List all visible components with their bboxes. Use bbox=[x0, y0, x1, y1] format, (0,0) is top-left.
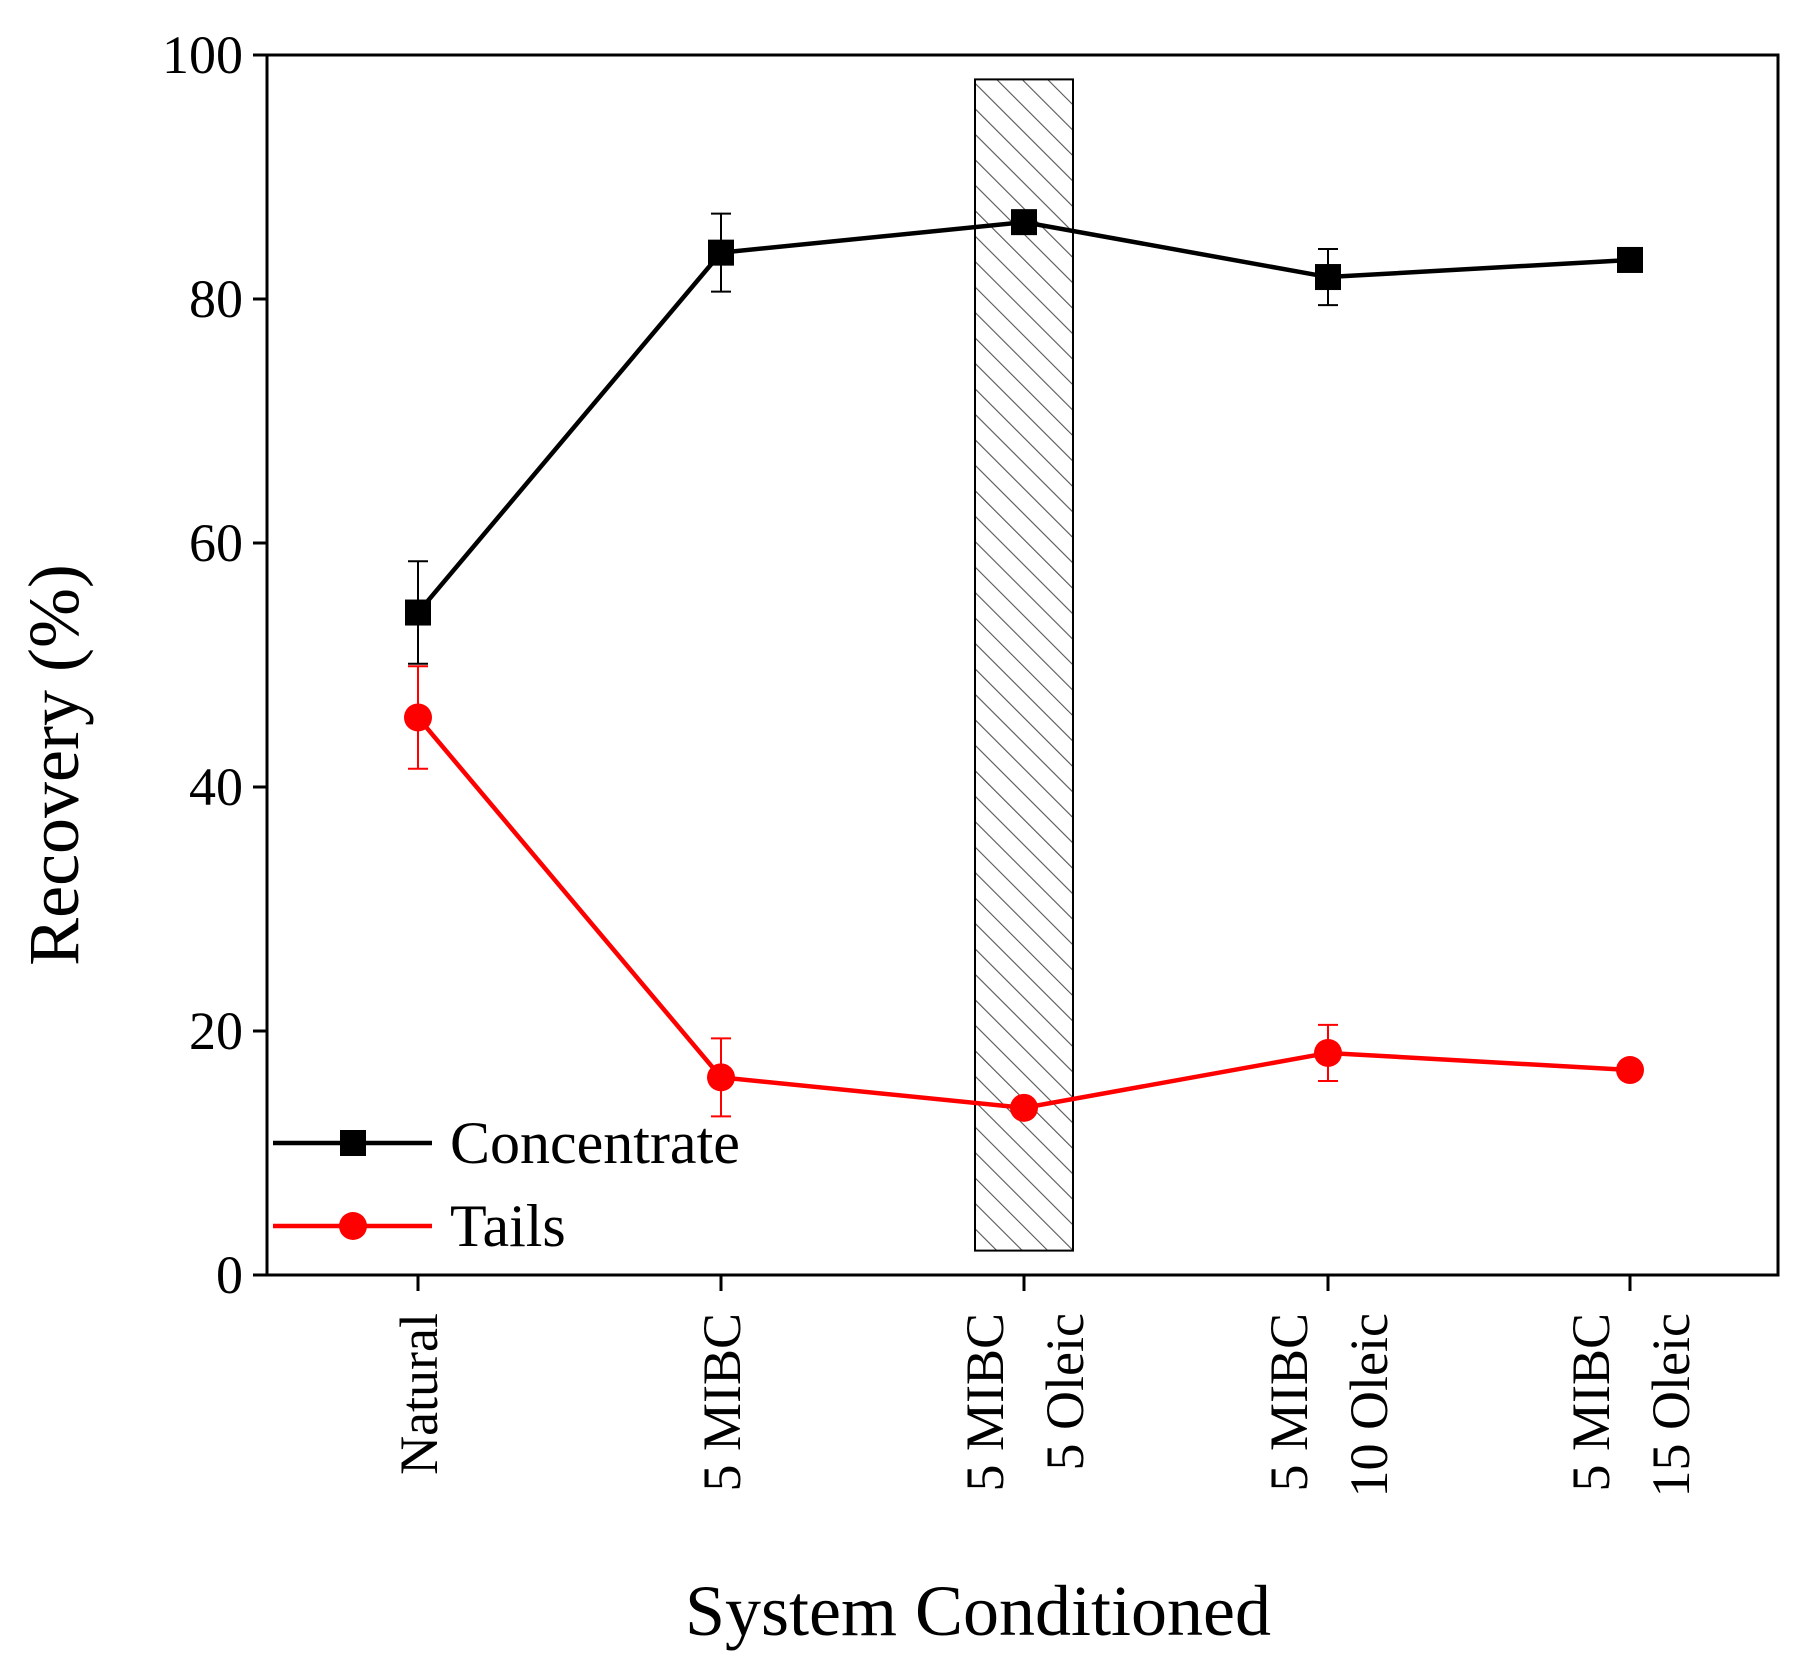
x-category-label: 5 MIBC bbox=[692, 1313, 752, 1492]
legend-marker-square bbox=[340, 1130, 366, 1156]
highlight-box bbox=[974, 78, 1074, 1252]
data-point-square bbox=[1011, 209, 1037, 236]
x-category-label: 10 Oleic bbox=[1339, 1313, 1399, 1497]
series-layer bbox=[404, 209, 1644, 1122]
data-point-circle bbox=[1010, 1093, 1038, 1122]
data-point-circle bbox=[707, 1063, 735, 1092]
data-point-circle bbox=[1314, 1038, 1342, 1067]
legend-label-concentrate: Concentrate bbox=[450, 1110, 740, 1176]
y-tick-label: 40 bbox=[189, 757, 243, 817]
data-point-circle bbox=[404, 703, 432, 732]
highlight-layer bbox=[974, 78, 1074, 1252]
legend-marker-circle bbox=[339, 1212, 367, 1240]
data-point-square bbox=[1315, 264, 1341, 291]
legend: Concentrate Tails bbox=[273, 1110, 740, 1259]
y-tick-label: 20 bbox=[189, 1001, 243, 1061]
data-point-circle bbox=[1616, 1056, 1644, 1085]
x-category-label: 5 MIBC bbox=[1259, 1313, 1319, 1492]
x-category-label: 15 Oleic bbox=[1641, 1313, 1701, 1497]
data-point-square bbox=[1617, 246, 1643, 273]
y-tick-label: 80 bbox=[189, 269, 243, 329]
x-axis-title: System Conditioned bbox=[685, 1571, 1271, 1651]
y-tick-label: 100 bbox=[162, 25, 243, 85]
x-category-label: 5 MIBC bbox=[1561, 1313, 1621, 1492]
data-point-square bbox=[405, 599, 431, 626]
y-tick-label: 60 bbox=[189, 513, 243, 573]
axis-ticks: 0 20 40 60 80 100 Natural 5 MIBC 5 MIBC 5 Oleic 5 … bbox=[162, 25, 1701, 1497]
x-category-label: 5 MIBC bbox=[955, 1313, 1015, 1492]
x-category-label: Natural bbox=[389, 1313, 449, 1475]
data-point-square bbox=[708, 239, 734, 266]
y-axis-title: Recovery (%) bbox=[14, 564, 94, 966]
y-tick-label: 0 bbox=[216, 1245, 243, 1305]
legend-label-tails: Tails bbox=[450, 1193, 566, 1259]
x-category-label: 5 Oleic bbox=[1035, 1313, 1095, 1470]
